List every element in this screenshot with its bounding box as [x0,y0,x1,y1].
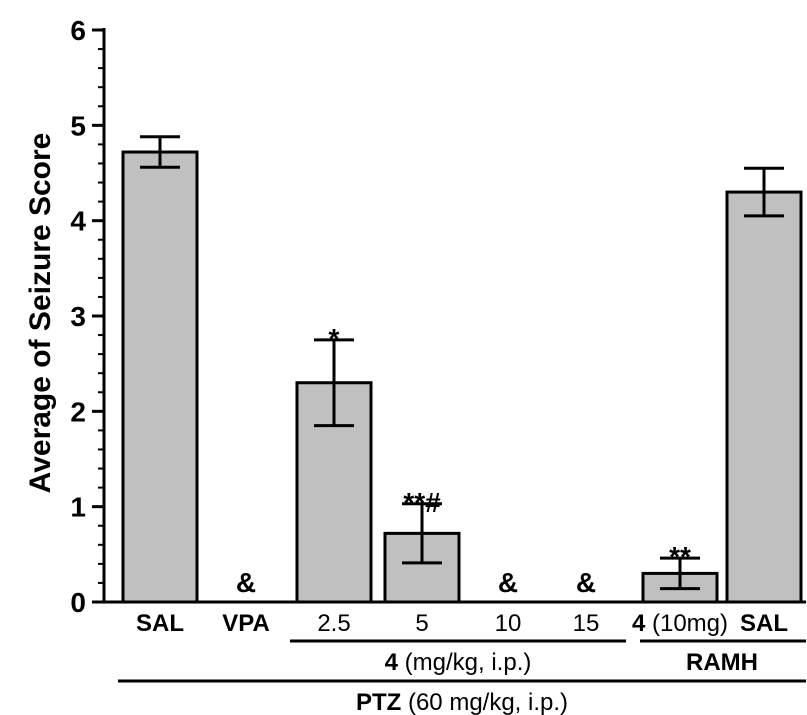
bar [383,531,461,604]
category-label: SAL [136,610,184,637]
category-label: VPA [222,610,270,637]
bar [725,190,803,604]
significance-annotations: & * **# & & ** [236,323,691,598]
bar [121,150,199,604]
y-tick-label: 5 [70,110,86,141]
category-label: 5 [415,610,428,637]
significance-mark: & [498,567,518,598]
y-tick-label: 3 [70,301,86,332]
y-tick-label: 6 [70,15,86,46]
significance-mark: ** [669,541,691,572]
significance-mark: **# [403,487,441,518]
error-bars [140,135,784,591]
y-tick-label: 2 [70,396,86,427]
y-tick-label: 4 [70,206,86,237]
group-label: RAMH [686,649,758,676]
category-labels: SAL VPA 2.5 5 10 15 4 (10mg) SAL [136,610,788,637]
bars [121,150,803,604]
group-label: PTZ (60 mg/kg, i.p.) [356,689,568,715]
significance-mark: * [329,323,340,354]
y-tick-label: 0 [70,587,86,618]
category-label: SAL [740,610,788,637]
category-label: 15 [573,610,600,637]
y-tick-label: 1 [70,492,86,523]
significance-mark: & [576,567,596,598]
group-label: 4 (mg/kg, i.p.) [385,649,532,676]
group-labels: 4 (mg/kg, i.p.) RAMH PTZ (60 mg/kg, i.p.) [118,639,806,715]
category-label: 2.5 [317,610,350,637]
category-label: 10 [495,610,522,637]
category-label: 4 (10mg) [632,610,728,637]
significance-mark: & [236,567,256,598]
y-axis-label: Average of Seizure Score [24,133,57,494]
